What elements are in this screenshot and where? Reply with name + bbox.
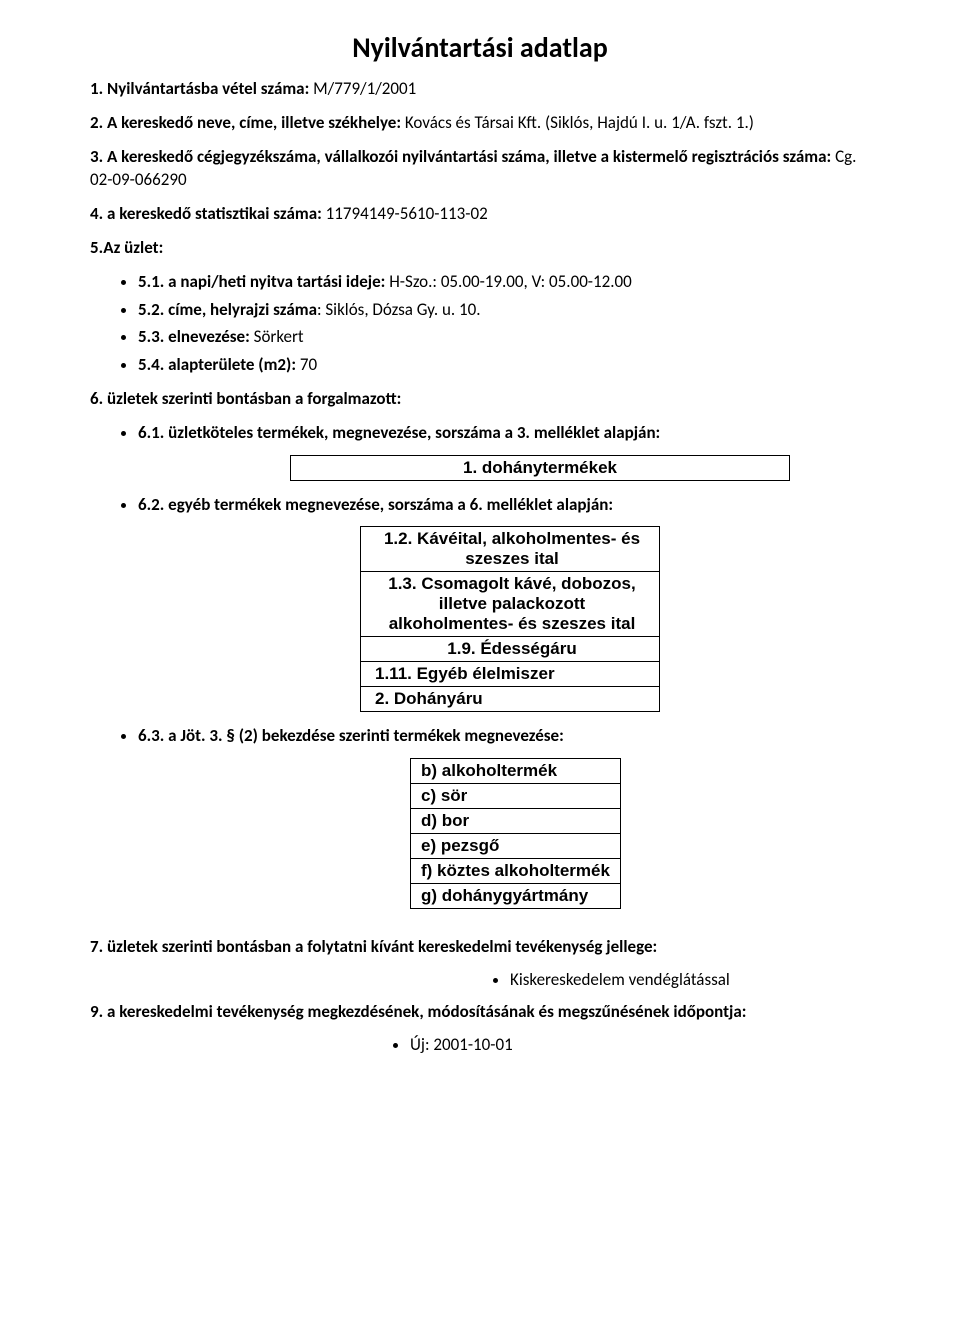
table-cell: 2. Dohányáru [361,687,660,712]
item-4-label: 4. a kereskedő statisztikai száma: [90,203,322,224]
item-7-label: 7. üzletek szerinti bontásban a folytatn… [90,935,870,959]
item-9-bullets: Új: 2001-10-01 [90,1034,870,1055]
item-1: 1. Nyilvántartásba vétel száma: M/779/1/… [90,77,870,101]
bullet-label: 5.1. a napi/heti nyitva tartási ideje: [138,271,385,292]
table-cell: 1.3. Csomagolt kávé, dobozos, illetve pa… [361,572,660,637]
list-item: 5.1. a napi/heti nyitva tartási ideje: H… [138,270,870,294]
bullet-value: : Siklós, Dózsa Gy. u. 10. [317,299,481,320]
table-cell: e) pezsgő [411,834,621,859]
table-6-1: 1. dohánytermékek [290,455,790,481]
list-item: 5.3. elnevezése: Sörkert [138,325,870,349]
bullet-label: 5.2. címe, helyrajzi száma [138,299,317,320]
item-3-label: 3. A kereskedő cégjegyzékszáma, vállalko… [90,146,831,167]
table-cell: 1.9. Édességáru [361,637,660,662]
item-2-value: Kovács és Társai Kft. (Siklós, Hajdú I. … [405,112,754,133]
item-1-label: 1. Nyilvántartásba vétel száma: [90,78,309,99]
item-5-label: 5.Az üzlet: [90,236,870,260]
bullet-value: 70 [296,354,317,375]
item-6-1-label: 6.1. üzletköteles termékek, megnevezése,… [138,421,870,445]
list-item: Kiskereskedelem vendéglátással [510,969,870,990]
table-cell: 1. dohánytermékek [291,455,790,480]
item-6-2-label: 6.2. egyéb termékek megnevezése, sorszám… [138,493,870,517]
bullet-value: H-Szo.: 05.00-19.00, V: 05.00-12.00 [385,271,631,292]
item-6-bullets-2: 6.2. egyéb termékek megnevezése, sorszám… [90,493,870,517]
table-6-2: 1.2. Kávéital, alkoholmentes- és szeszes… [360,526,660,712]
page-title: Nyilvántartási adatlap [90,30,870,65]
item-2: 2. A kereskedő neve, címe, illetve székh… [90,111,870,135]
item-1-value: M/779/1/2001 [313,78,416,99]
item-9-label: 9. a kereskedelmi tevékenység megkezdésé… [90,1000,870,1024]
table-cell: b) alkoholtermék [411,759,621,784]
item-3: 3. A kereskedő cégjegyzékszáma, vállalko… [90,145,870,193]
table-cell: c) sör [411,784,621,809]
bullet-label: 5.3. elnevezése: [138,326,250,347]
table-cell: 1.2. Kávéital, alkoholmentes- és szeszes… [361,527,660,572]
list-item: 5.4. alapterülete (m2): 70 [138,353,870,377]
item-4-value: 11794149-5610-113-02 [326,203,488,224]
list-item: 5.2. címe, helyrajzi száma: Siklós, Dózs… [138,298,870,322]
item-6-bullets-3: 6.3. a Jöt. 3. § (2) bekezdése szerinti … [90,724,870,748]
item-6-bullets: 6.1. üzletköteles termékek, megnevezése,… [90,421,870,445]
item-6-3-label: 6.3. a Jöt. 3. § (2) bekezdése szerinti … [138,724,870,748]
bullet-value: Sörkert [250,326,304,347]
item-5-bullets: 5.1. a napi/heti nyitva tartási ideje: H… [90,270,870,377]
item-7-bullets: Kiskereskedelem vendéglátással [90,969,870,990]
table-cell: 1.11. Egyéb élelmiszer [361,662,660,687]
table-cell: g) dohánygyártmány [411,884,621,909]
table-6-3: b) alkoholtermék c) sör d) bor e) pezsgő… [410,758,621,909]
bullet-label: 5.4. alapterülete (m2): [138,354,296,375]
item-2-label: 2. A kereskedő neve, címe, illetve székh… [90,112,401,133]
table-cell: d) bor [411,809,621,834]
item-4: 4. a kereskedő statisztikai száma: 11794… [90,202,870,226]
table-cell: f) köztes alkoholtermék [411,859,621,884]
item-6-label: 6. üzletek szerinti bontásban a forgalma… [90,387,870,411]
list-item: Új: 2001-10-01 [410,1034,870,1055]
